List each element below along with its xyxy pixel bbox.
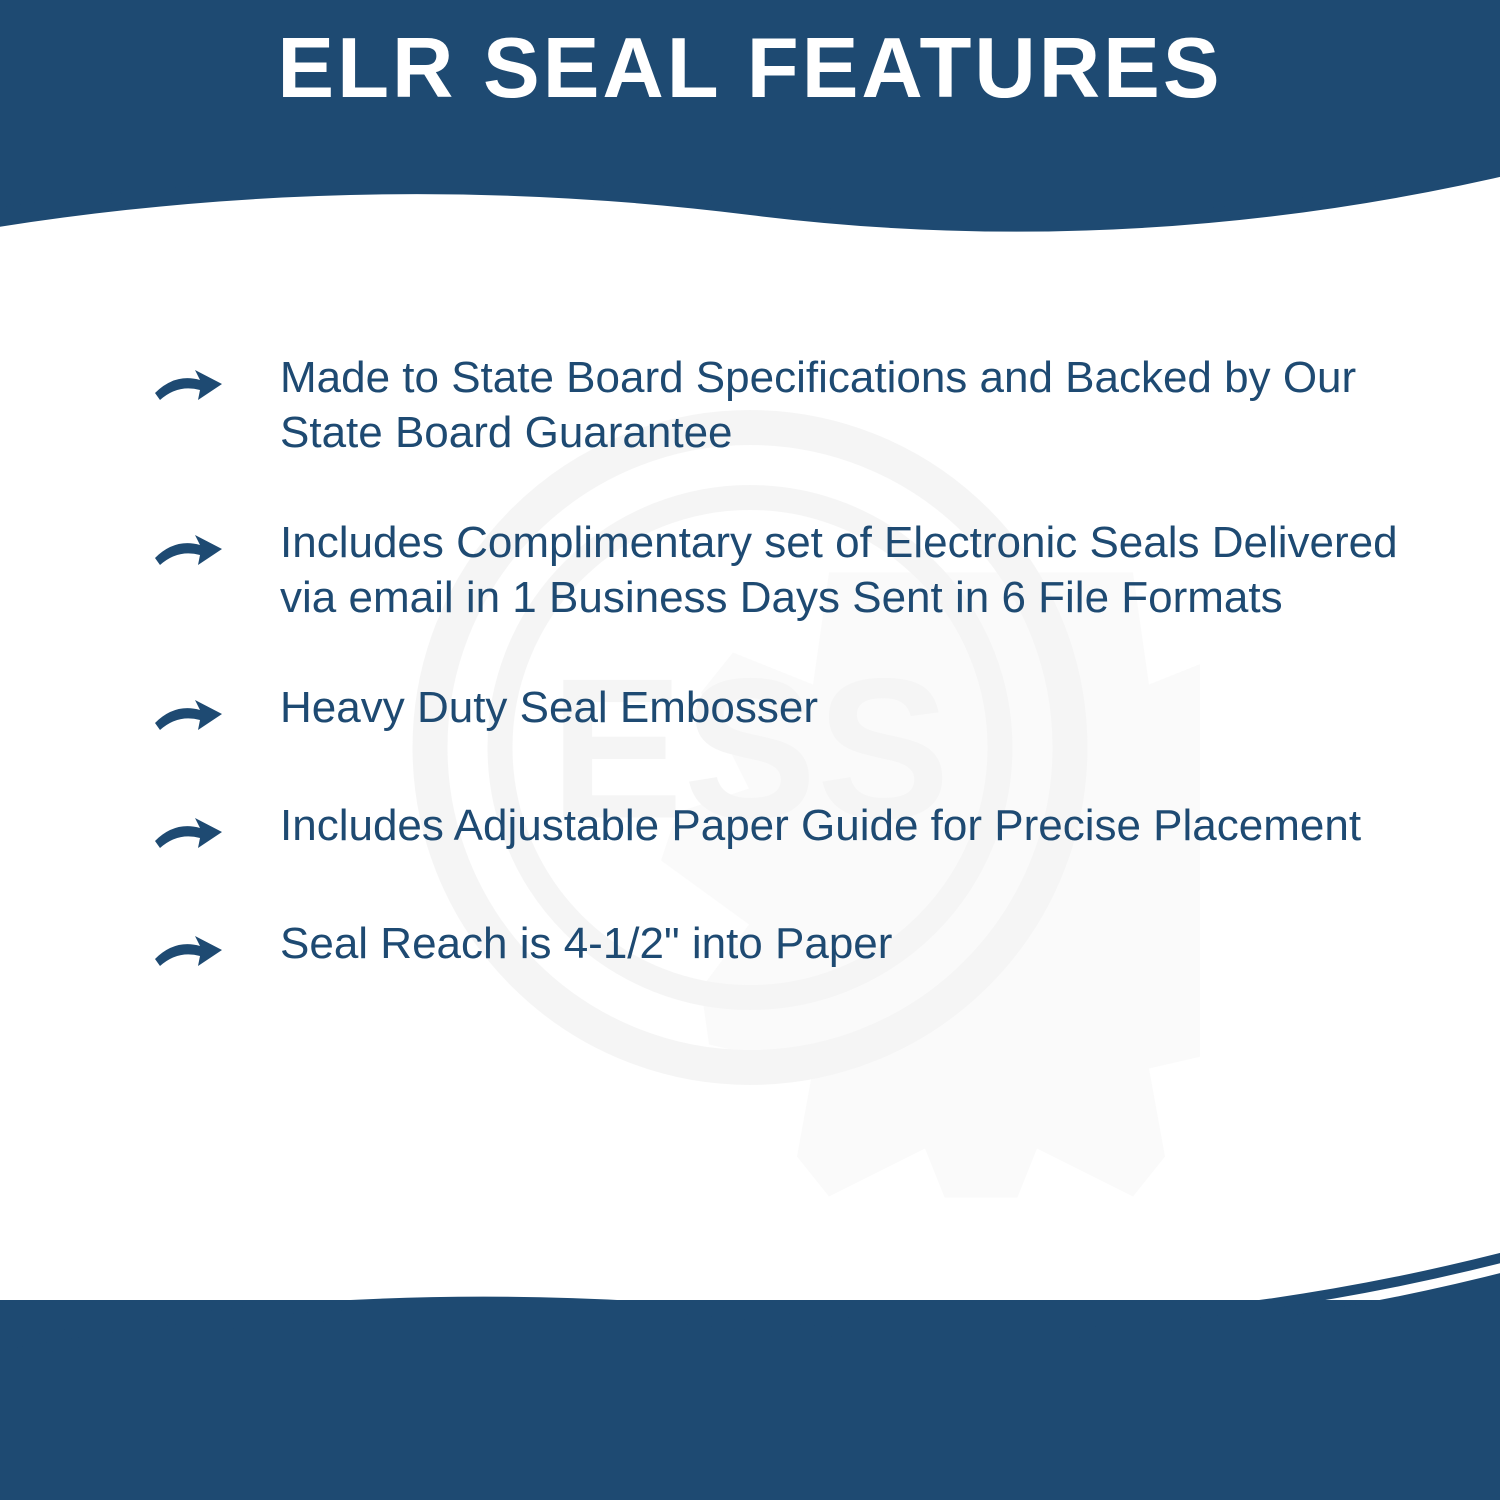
footer-swoosh <box>0 1200 1500 1380</box>
feature-text: Includes Complimentary set of Electronic… <box>280 515 1400 625</box>
feature-item: Includes Adjustable Paper Guide for Prec… <box>150 798 1400 861</box>
feature-text: Made to State Board Specifications and B… <box>280 350 1400 460</box>
feature-item: Includes Complimentary set of Electronic… <box>150 515 1400 625</box>
arrow-icon <box>150 358 225 413</box>
arrow-icon <box>150 924 225 979</box>
feature-text: Seal Reach is 4-1/2" into Paper <box>280 916 892 971</box>
feature-text: Includes Adjustable Paper Guide for Prec… <box>280 798 1361 853</box>
arrow-icon <box>150 806 225 861</box>
feature-item: Heavy Duty Seal Embosser <box>150 680 1400 743</box>
page-title: ELR SEAL FEATURES <box>0 20 1500 118</box>
features-list: Made to State Board Specifications and B… <box>150 350 1400 1034</box>
header-swoosh <box>0 155 1500 355</box>
feature-item: Made to State Board Specifications and B… <box>150 350 1400 460</box>
feature-item: Seal Reach is 4-1/2" into Paper <box>150 916 1400 979</box>
arrow-icon <box>150 523 225 578</box>
feature-text: Heavy Duty Seal Embosser <box>280 680 818 735</box>
arrow-icon <box>150 688 225 743</box>
